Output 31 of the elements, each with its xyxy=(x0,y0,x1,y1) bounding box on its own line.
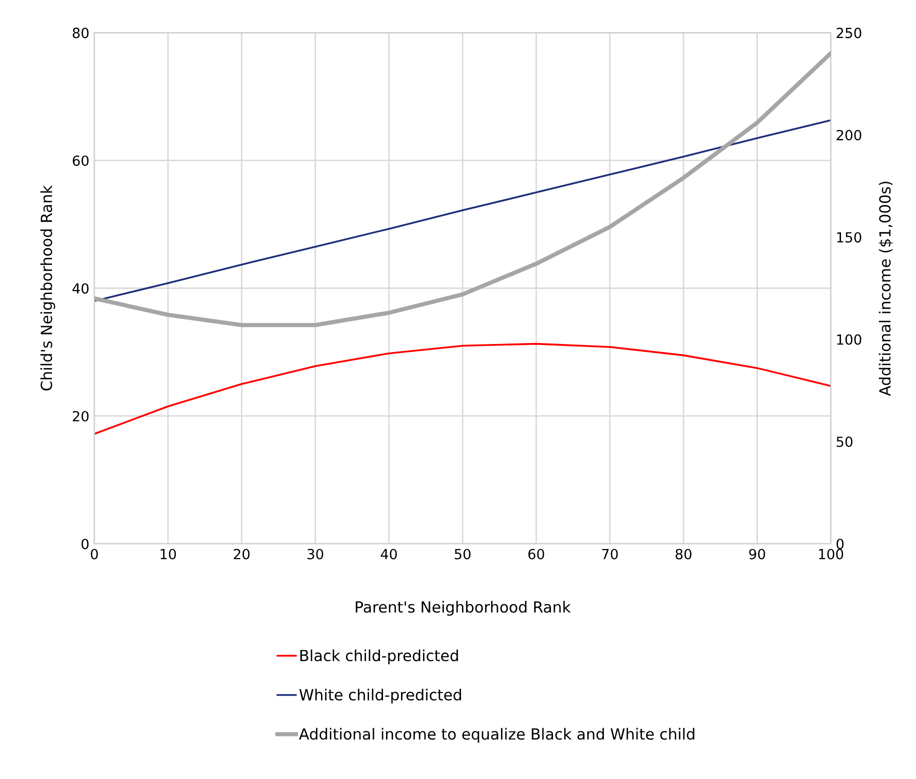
y-axis-title: Child's Neighborhood Rank xyxy=(40,185,56,390)
y2-tick-label: 250 xyxy=(836,28,862,38)
y-tick-label: 20 xyxy=(72,410,89,422)
y2-tick-label: 150 xyxy=(837,232,862,243)
x-axis-title: Parent's Neighborhood Rank xyxy=(356,600,571,616)
y-tick-label: 0 xyxy=(82,538,89,550)
y2-tick-label: 50 xyxy=(836,436,852,448)
y-tick-label: 60 xyxy=(72,155,89,166)
x-tick-label: 40 xyxy=(380,548,397,560)
y-tick-label: 80 xyxy=(72,28,89,38)
x-tick-label: 80 xyxy=(676,548,692,560)
line-series xyxy=(94,51,831,328)
legend-label: White child-predicted xyxy=(299,688,462,704)
y-tick-label: 40 xyxy=(72,283,89,294)
x-tick-label: 60 xyxy=(528,548,544,560)
x-tick-label: 90 xyxy=(749,548,766,560)
x-tick-label: 50 xyxy=(454,548,470,560)
y2-tick-label: 0 xyxy=(836,538,844,550)
x-tick-label: 20 xyxy=(234,548,250,560)
x-tick-label: 0 xyxy=(90,548,98,560)
y2-tick-label: 100 xyxy=(837,334,862,345)
x-tick-label: 100 xyxy=(819,548,844,560)
legend-label: Black child-predicted xyxy=(300,649,458,664)
legend-label: Additional income to equalize Black and White child xyxy=(298,728,694,743)
x-tick-label: 70 xyxy=(602,548,618,560)
x-tick-label: 30 xyxy=(308,548,324,560)
line-series xyxy=(94,342,831,435)
line-series xyxy=(94,119,831,302)
y2-tick-label: 200 xyxy=(836,130,862,140)
x-tick-label: 10 xyxy=(160,548,176,560)
y2-axis-title: Additional income ($1,000s) xyxy=(878,182,893,396)
